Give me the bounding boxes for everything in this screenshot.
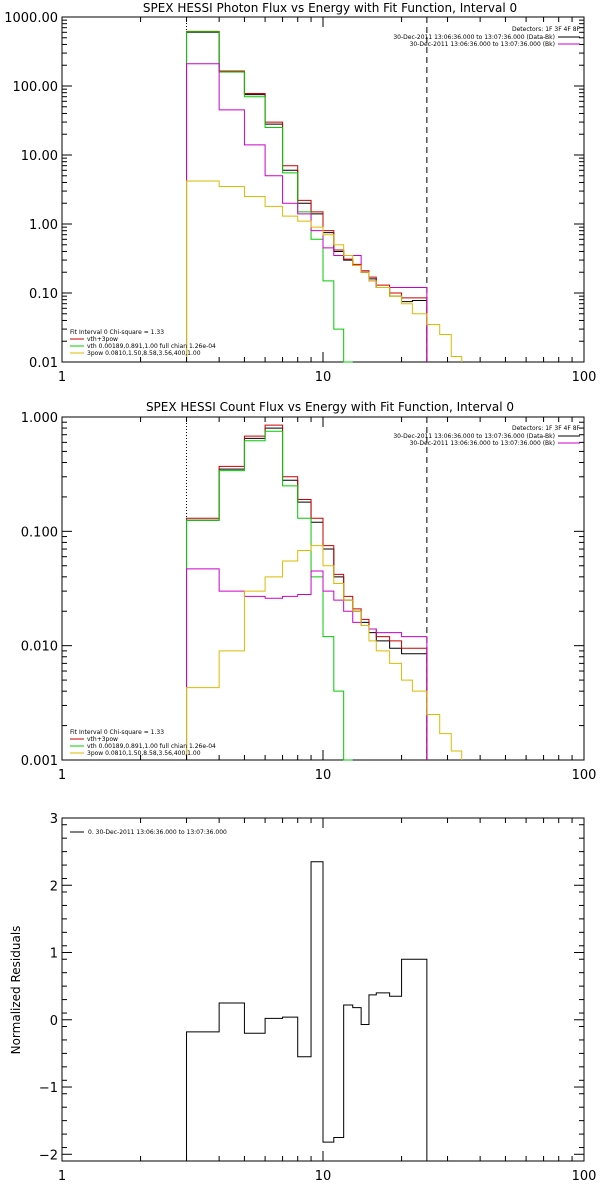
count-flux-detectors: Detectors: 1F 3F 4F 8F <box>512 425 581 432</box>
count-flux-title: SPEX HESSI Count Flux vs Energy with Fit… <box>146 400 514 414</box>
count-flux-panel: SPEX HESSI Count Flux vs Energy with Fit… <box>21 400 597 783</box>
photon-flux-detectors: Detectors: 1F 3F 4F 8F <box>512 26 581 33</box>
count-flux-fit-interval: Fit Interval 0 Chi-square = 1.33 <box>70 729 164 736</box>
residuals-y-tick-label: 0 <box>50 1014 58 1029</box>
photon-flux-series-0-line <box>186 31 428 362</box>
count-flux-legend-bk: 30-Dec-2011 13:06:36.000 to 13:07:36.000… <box>410 440 555 447</box>
photon-flux-title: SPEX HESSI Photon Flux vs Energy with Fi… <box>143 1 517 15</box>
photon-flux-legend-top: Detectors: 1F 3F 4F 8F 30-Dec-2011 13:06… <box>393 26 580 48</box>
residuals-ticks: 1 10 100 −2 −1 0 1 2 3 <box>39 812 597 1184</box>
count-flux-y-tick-label: 0.001 <box>21 754 58 769</box>
residuals-y-tick-label: −2 <box>39 1148 58 1163</box>
residuals-y-tick-label: −1 <box>39 1081 58 1096</box>
count-flux-series-2-line <box>186 430 353 761</box>
residuals-x-tick-label: 100 <box>572 1169 597 1184</box>
photon-flux-legend-total: vth+3pow <box>87 336 118 343</box>
photon-flux-panel: SPEX HESSI Photon Flux vs Energy with Fi… <box>4 1 596 385</box>
count-flux-x-tick-label: 1 <box>58 768 66 783</box>
count-flux-y-tick-label: 0.100 <box>21 525 58 540</box>
count-flux-x-tick-label: 10 <box>315 768 332 783</box>
photon-flux-series-4-line <box>186 180 463 362</box>
residuals-legend-label: 0. 30-Dec-2011 13:06:36.000 to 13:07:36.… <box>88 829 227 836</box>
residuals-y-tick-label: 2 <box>50 879 58 894</box>
count-flux-series-0-line <box>186 427 428 760</box>
count-flux-legend-total: vth+3pow <box>87 736 118 743</box>
count-flux-legend-top: Detectors: 1F 3F 4F 8F 30-Dec-2011 13:06… <box>393 425 580 447</box>
photon-flux-legend-bottom: Fit Interval 0 Chi-square = 1.33 vth+3po… <box>70 329 216 357</box>
count-flux-legend-pow: 3pow 0.0810,1.50,8.58,3.56,400,1.00 <box>87 750 201 757</box>
photon-flux-x-tick-label: 1 <box>58 370 66 385</box>
photon-flux-legend-vth: vth 0.00189,0.891,1.00 full chian 1.26e-… <box>87 343 216 350</box>
photon-flux-y-tick-label: 100.00 <box>13 80 59 95</box>
residuals-marks <box>186 861 428 1161</box>
photon-flux-y-tick-label: 10.00 <box>21 149 58 164</box>
residuals-panel: 1 10 100 −2 −1 0 1 2 3 Normalized Residuals 0. 3… <box>9 812 596 1184</box>
count-flux-y-tick-label: 0.010 <box>21 640 58 655</box>
photon-flux-marks <box>186 17 463 363</box>
count-flux-x-tick-label: 100 <box>572 768 597 783</box>
photon-flux-legend-bk: 30-Dec-2011 13:06:36.000 to 13:07:36.000… <box>410 41 555 48</box>
count-flux-marks <box>186 417 463 761</box>
count-flux-ticks: 1 10 100 0.001 0.010 0.100 1.000 <box>21 411 597 783</box>
residuals-y-tick-label: 3 <box>50 812 58 827</box>
photon-flux-y-tick-label: 1000.00 <box>4 11 58 26</box>
count-flux-series-3-line <box>186 568 428 760</box>
photon-flux-x-tick-label: 100 <box>572 370 597 385</box>
photon-flux-x-tick-label: 10 <box>315 370 332 385</box>
photon-flux-y-tick-label: 0.01 <box>29 356 58 371</box>
residuals-legend: 0. 30-Dec-2011 13:06:36.000 to 13:07:36.… <box>70 829 227 836</box>
count-flux-legend-vth: vth 0.00189,0.891,1.00 full chian 1.26e-… <box>87 743 216 750</box>
photon-flux-legend-pow: 3pow 0.0810,1.50,8.58,3.56,400,1.00 <box>87 350 201 357</box>
residuals-x-tick-label: 1 <box>58 1169 66 1184</box>
photon-flux-legend-data: 30-Dec-2011 13:06:36.000 to 13:07:36.000… <box>393 34 555 41</box>
photon-flux-series-1-line <box>186 30 428 362</box>
residuals-y-axis-label: Normalized Residuals <box>9 926 23 1055</box>
photon-flux-series-2-line <box>186 31 353 363</box>
count-flux-legend-data: 30-Dec-2011 13:06:36.000 to 13:07:36.000… <box>393 433 555 440</box>
residuals-series-0-line <box>186 861 428 1161</box>
count-flux-legend-bottom: Fit Interval 0 Chi-square = 1.33 vth+3po… <box>70 729 216 757</box>
photon-flux-ticks: 1 10 100 0.01 0.10 1.00 10.00 100.00 1000.00 <box>4 11 596 385</box>
count-flux-y-tick-label: 1.000 <box>21 411 58 426</box>
count-flux-series-1-line <box>186 424 428 760</box>
count-flux-series-4-line <box>186 545 463 760</box>
photon-flux-y-tick-label: 0.10 <box>29 287 58 302</box>
photon-flux-fit-interval: Fit Interval 0 Chi-square = 1.33 <box>70 329 164 336</box>
photon-flux-axes-frame <box>61 16 585 363</box>
photon-flux-series-3-line <box>186 63 428 362</box>
photon-flux-y-tick-label: 1.00 <box>29 218 58 233</box>
residuals-y-tick-label: 1 <box>50 947 58 962</box>
residuals-x-tick-label: 10 <box>315 1169 332 1184</box>
